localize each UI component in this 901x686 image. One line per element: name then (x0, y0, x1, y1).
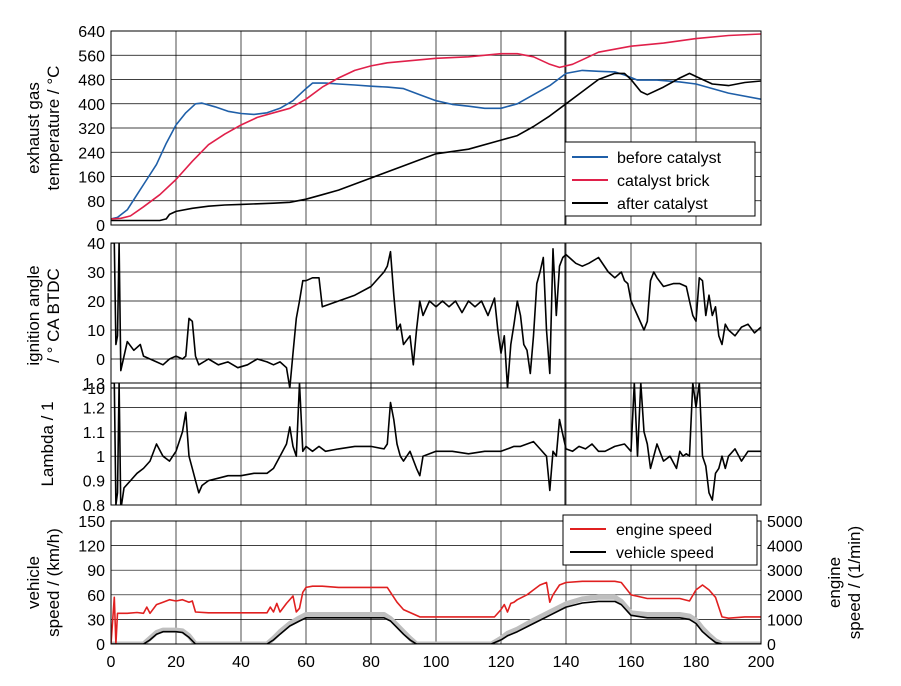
y-tick-label: 40 (87, 236, 105, 253)
y-tick-label: 0 (96, 352, 105, 369)
x-tick-label: 140 (553, 654, 580, 671)
y-tick-label: 1.3 (83, 376, 105, 393)
y2-tick-label: 3000 (767, 563, 803, 580)
y-tick-label: 320 (78, 121, 105, 138)
y-tick-label: 0.9 (83, 474, 105, 491)
y-tick-label: 0 (96, 637, 105, 654)
y-tick-label: 1.2 (83, 400, 105, 417)
legend: engine speed vehicle speed (562, 514, 758, 566)
x-tick-label: 80 (362, 654, 380, 671)
y-tick-label: 160 (78, 170, 105, 187)
y-axis-label: temperature / °C (44, 66, 63, 191)
y2-tick-label: 2000 (767, 588, 803, 605)
y-tick-label: 560 (78, 48, 105, 65)
x-tick-label: 40 (232, 654, 250, 671)
panel-ignition-angle: -10 0 10 20 30 40 ignition angle / ° CA BTDC (24, 236, 762, 398)
y-axis-label: Lambda / 1 (38, 401, 57, 486)
series-group (111, 383, 761, 505)
legend-label: vehicle speed (616, 545, 714, 562)
y-tick-label: 60 (87, 588, 105, 605)
y2-tick-label: 5000 (767, 514, 803, 531)
x-tick-label: 0 (107, 654, 116, 671)
panel-exhaust-gas-temperature: 0 80 160 240 320 400 480 560 640 exhaust gas tempe… (24, 24, 762, 235)
y-axis-label: / ° CA BTDC (44, 268, 63, 363)
y-tick-label: 10 (87, 323, 105, 340)
series-after-catalyst (111, 72, 761, 222)
legend-label: catalyst brick (617, 173, 710, 190)
series-group (111, 580, 761, 644)
y-tick-label: 400 (78, 97, 105, 114)
y-axis-label: exhaust gas (24, 82, 43, 174)
legend-label: before catalyst (617, 150, 722, 167)
y-tick-label: 30 (87, 265, 105, 282)
y-tick-label: 1.1 (83, 425, 105, 442)
x-tick-label: 160 (618, 654, 645, 671)
x-tick-label: 20 (167, 654, 185, 671)
x-tick-label: 180 (683, 654, 710, 671)
x-tick-label: 120 (488, 654, 515, 671)
x-tick-label: 60 (297, 654, 315, 671)
y-tick-label: 0 (96, 218, 105, 235)
series-before-catalyst (111, 69, 761, 220)
y-tick-label: 80 (87, 194, 105, 211)
y-tick-label: 240 (78, 145, 105, 162)
y-tick-label: 120 (78, 539, 105, 556)
y-tick-label: 640 (78, 24, 105, 41)
series-group (111, 243, 761, 388)
series-line (111, 383, 761, 505)
y-tick-label: -10 (82, 381, 105, 398)
legend: before catalyst catalyst brick after catal… (564, 141, 756, 217)
y2-axis-label: engine (825, 557, 844, 608)
y2-axis-label: speed / (1/min) (845, 526, 864, 639)
series-engine-speed (111, 580, 761, 644)
y-axis-label: vehicle (24, 556, 43, 609)
legend-label: engine speed (616, 522, 712, 539)
y-tick-label: 90 (87, 563, 105, 580)
panel-speed: 0 30 60 90 120 150 0 1000 2000 3000 4000 5000 0 20 40 6… (24, 514, 864, 671)
legend-label: after catalyst (617, 196, 708, 213)
y-tick-label: 30 (87, 612, 105, 629)
legend-box (562, 514, 758, 566)
plot-frame (110, 30, 762, 226)
plot-frame (110, 382, 762, 506)
plot-frame (110, 520, 762, 645)
y-tick-label: 150 (78, 514, 105, 531)
y-tick-label: 20 (87, 294, 105, 311)
y-tick-label: 0.8 (83, 498, 105, 515)
series-group (111, 33, 761, 222)
series-line (111, 594, 761, 644)
series-catalyst-brick (111, 33, 761, 220)
panel-lambda: 0.8 0.9 1 1.1 1.2 1.3 Lambda / 1 (38, 376, 762, 515)
y2-tick-label: 0 (767, 637, 776, 654)
series-line (111, 243, 761, 388)
y2-tick-label: 4000 (767, 539, 803, 556)
x-tick-label: 100 (423, 654, 450, 671)
y-tick-label: 1 (96, 449, 105, 466)
y-tick-label: 480 (78, 73, 105, 90)
y-axis-label: ignition angle (24, 265, 43, 365)
y2-tick-label: 1000 (767, 612, 803, 629)
series-vehicle-speed (111, 600, 761, 644)
y-axis-label: speed / (km/h) (44, 528, 63, 637)
x-tick-label: 200 (748, 654, 775, 671)
